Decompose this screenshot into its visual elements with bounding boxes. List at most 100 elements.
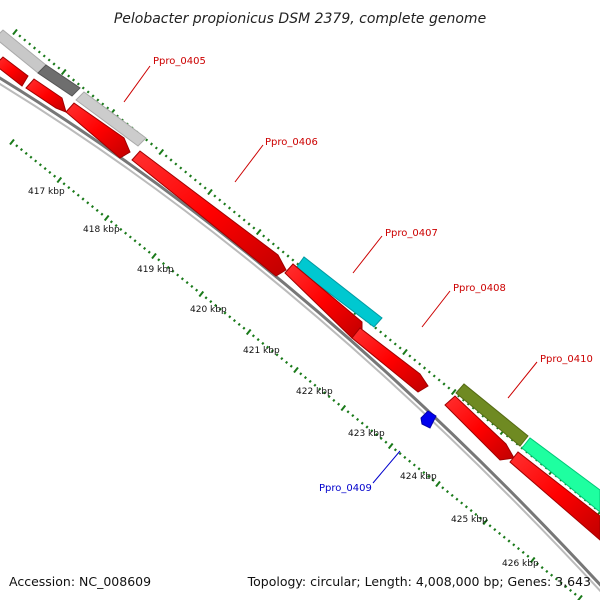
minor-tick <box>18 34 22 38</box>
feature-spring-green[interactable] <box>521 437 600 513</box>
minor-tick <box>90 205 94 209</box>
minor-tick <box>502 535 506 539</box>
gene-arrow-track <box>0 56 600 541</box>
minor-tick <box>383 334 388 338</box>
minor-tick <box>327 395 331 399</box>
gene-label-ppro-0405[interactable]: Ppro_0405 <box>153 56 206 67</box>
minor-tick <box>512 543 516 547</box>
gene-label-ppro-0408[interactable]: Ppro_0408 <box>453 283 506 294</box>
accession-text: Accession: NC_008609 <box>9 574 152 589</box>
feature-light-grey-2[interactable] <box>75 91 147 147</box>
minor-tick <box>285 360 289 364</box>
minor-tick <box>232 210 236 214</box>
minor-tick <box>154 146 158 150</box>
minor-tick <box>203 186 207 190</box>
feature-olive[interactable] <box>455 383 529 447</box>
minor-tick <box>271 242 275 246</box>
minor-tick <box>101 102 105 106</box>
feature-cyan[interactable] <box>295 256 383 328</box>
minor-tick <box>408 459 412 463</box>
major-tick <box>207 188 213 196</box>
minor-tick <box>43 167 47 171</box>
kbp-labels: 417 kbp 418 kbp 419 kbp 420 kbp 421 kbp … <box>28 187 539 569</box>
minor-tick <box>119 227 123 231</box>
genome-summary-text: Topology: circular; Length: 4,008,000 bp… <box>247 574 591 589</box>
minor-tick <box>474 512 478 516</box>
minor-tick <box>417 467 421 471</box>
minor-tick <box>516 547 520 551</box>
minor-tick <box>332 398 336 402</box>
minor-tick <box>337 402 341 406</box>
minor-tick <box>37 50 41 54</box>
gene-arrow-ppro-0408[interactable] <box>351 327 429 393</box>
major-tick <box>577 594 583 600</box>
minor-tick <box>521 550 525 554</box>
gene-label-ppro-0410[interactable]: Ppro_0410 <box>540 354 593 365</box>
minor-tick <box>299 372 303 376</box>
minor-tick <box>437 378 441 382</box>
minor-tick <box>275 353 279 357</box>
minor-tick <box>15 144 19 148</box>
minor-tick <box>252 226 256 230</box>
major-tick <box>402 348 408 356</box>
minor-tick <box>569 588 573 592</box>
minor-tick <box>95 208 99 212</box>
major-tick <box>255 228 262 236</box>
minor-tick <box>464 505 468 509</box>
major-tick <box>198 290 205 298</box>
minor-tick <box>296 262 300 266</box>
minor-tick <box>247 222 251 226</box>
minor-tick <box>384 440 388 444</box>
gene-arrow-ppro-0410a[interactable] <box>444 395 515 461</box>
major-tick <box>12 28 18 36</box>
gene-arrow-ppro-0406[interactable] <box>131 150 287 277</box>
gene-label-ppro-0407[interactable]: Ppro_0407 <box>385 228 438 239</box>
gene-arrow-3[interactable] <box>65 102 131 159</box>
minor-tick <box>360 421 364 425</box>
minor-tick <box>218 307 222 311</box>
minor-tick <box>322 391 326 395</box>
minor-tick <box>195 288 199 292</box>
minor-tick <box>398 452 402 456</box>
gene-arrow-ppro-0410b[interactable] <box>509 451 600 541</box>
gene-arrow-ppro-0409[interactable] <box>420 410 437 429</box>
minor-tick <box>554 577 558 581</box>
minor-tick <box>266 238 271 242</box>
minor-tick <box>413 358 417 362</box>
minor-tick <box>161 262 165 266</box>
gene-label-ppro-0406[interactable]: Ppro_0406 <box>265 137 318 148</box>
minor-tick <box>67 186 71 190</box>
minor-tick <box>262 234 266 238</box>
minor-tick <box>447 386 451 390</box>
kbp-label: 419 kbp <box>137 265 174 275</box>
minor-tick <box>114 224 118 228</box>
gene-arrow-2[interactable] <box>25 78 67 113</box>
feature-dark-grey[interactable] <box>37 64 81 97</box>
minor-tick <box>308 379 312 383</box>
minor-tick <box>48 170 52 174</box>
minor-tick <box>76 82 80 86</box>
minor-tick <box>251 334 255 338</box>
gene-arrow-1[interactable] <box>0 56 29 87</box>
minor-tick <box>526 554 530 558</box>
minor-tick <box>432 374 436 378</box>
minor-tick <box>388 338 392 342</box>
minor-tick <box>460 501 464 505</box>
minor-tick <box>91 94 95 98</box>
gene-label-ppro-0409[interactable]: Ppro_0409 <box>319 483 372 494</box>
major-tick <box>151 252 157 260</box>
minor-tick <box>422 471 426 475</box>
minor-tick <box>198 182 202 186</box>
minor-tick <box>289 364 293 368</box>
minor-tick <box>573 592 577 596</box>
minor-tick <box>214 303 218 307</box>
major-tick <box>529 556 536 564</box>
minor-tick <box>488 524 492 528</box>
minor-tick <box>346 410 350 414</box>
kbp-label: 424 kbp <box>400 472 437 482</box>
minor-tick <box>76 193 80 197</box>
minor-tick <box>493 528 497 532</box>
minor-tick <box>190 284 194 288</box>
gene-arrow-ppro-0407[interactable] <box>284 263 363 339</box>
minor-tick <box>72 189 76 193</box>
